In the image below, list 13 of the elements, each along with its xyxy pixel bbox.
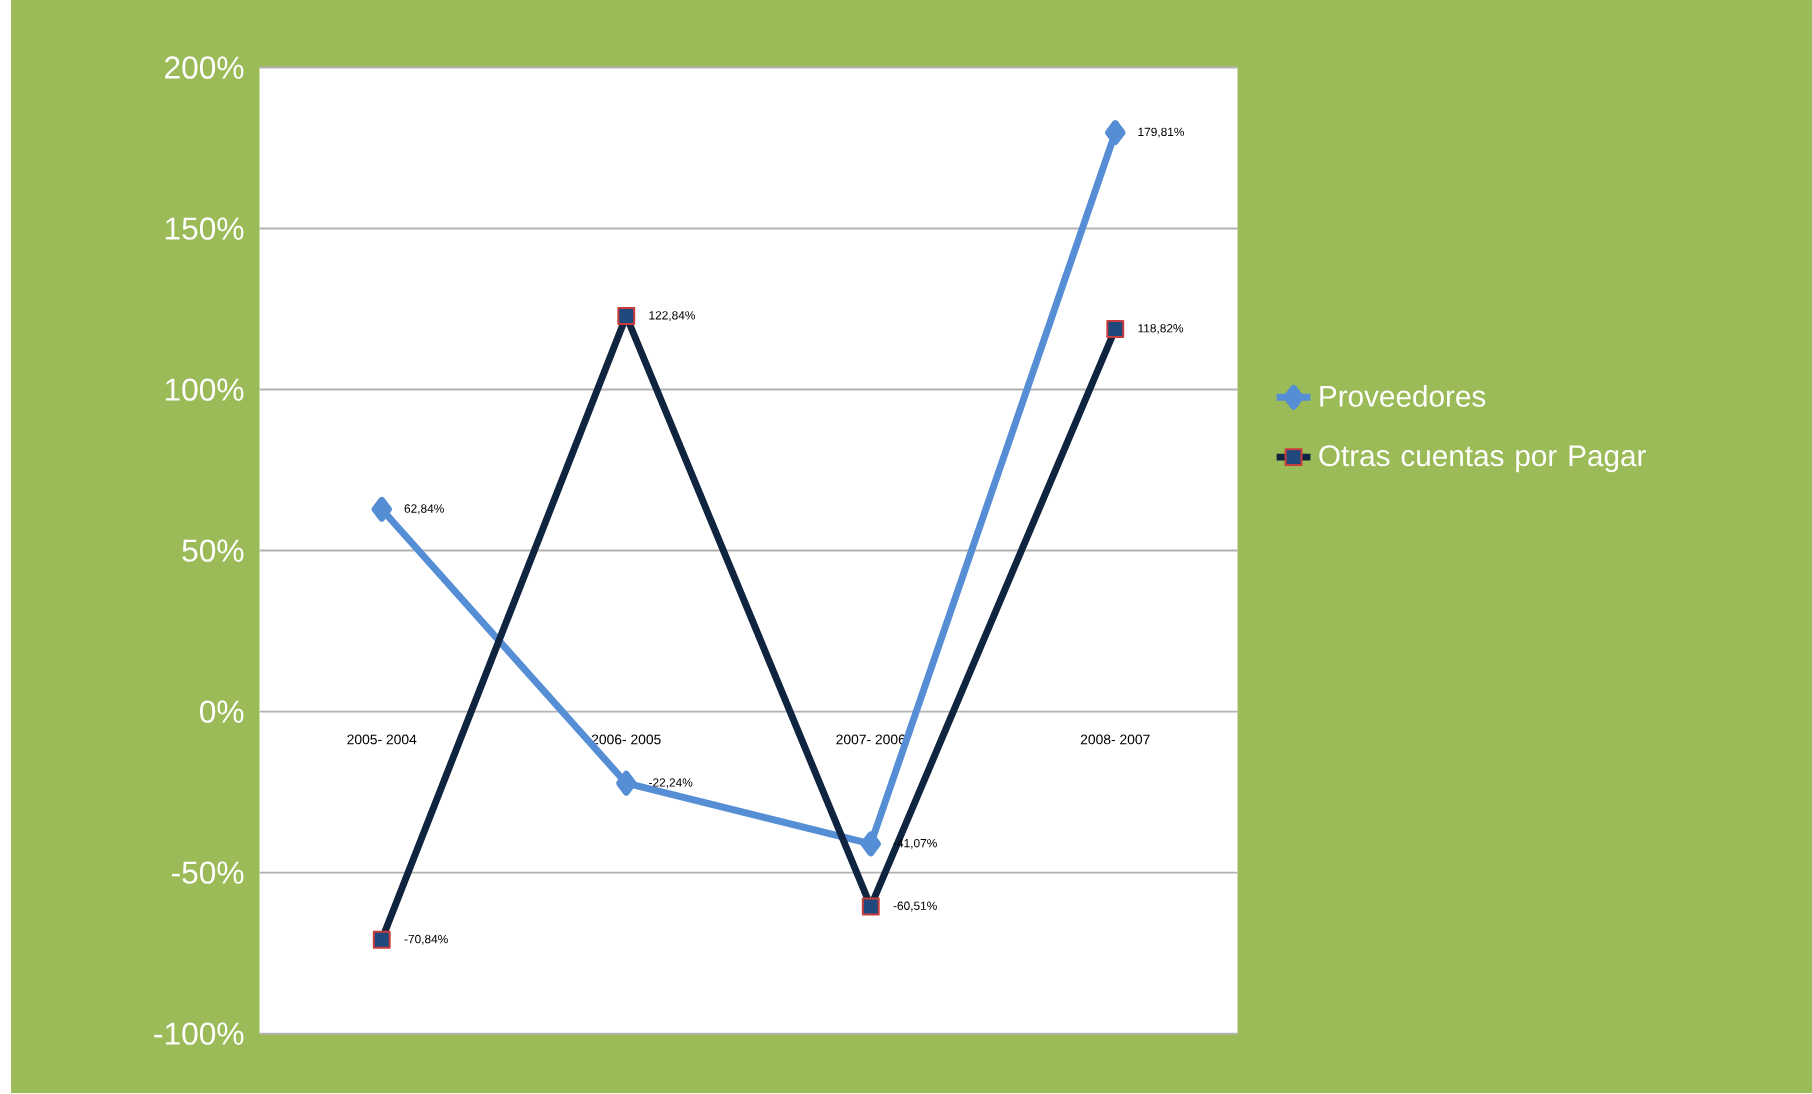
y-tick-label: 150%: [165, 217, 244, 241]
legend-label: Proveedores: [1320, 385, 1486, 408]
y-tick-label: 50%: [182, 539, 244, 563]
y-tick-label: 200%: [165, 56, 244, 80]
y-tick-label: -100%: [154, 1022, 244, 1046]
point: [860, 831, 881, 857]
point: [616, 771, 637, 796]
y-tick-label: 100%: [165, 378, 244, 402]
y-tick-label: 0%: [200, 700, 244, 724]
point: [371, 497, 392, 523]
point: [1105, 120, 1126, 146]
y-tick-label: -50%: [171, 861, 244, 885]
legend-label: Otras cuentas por Pagar: [1319, 445, 1646, 473]
